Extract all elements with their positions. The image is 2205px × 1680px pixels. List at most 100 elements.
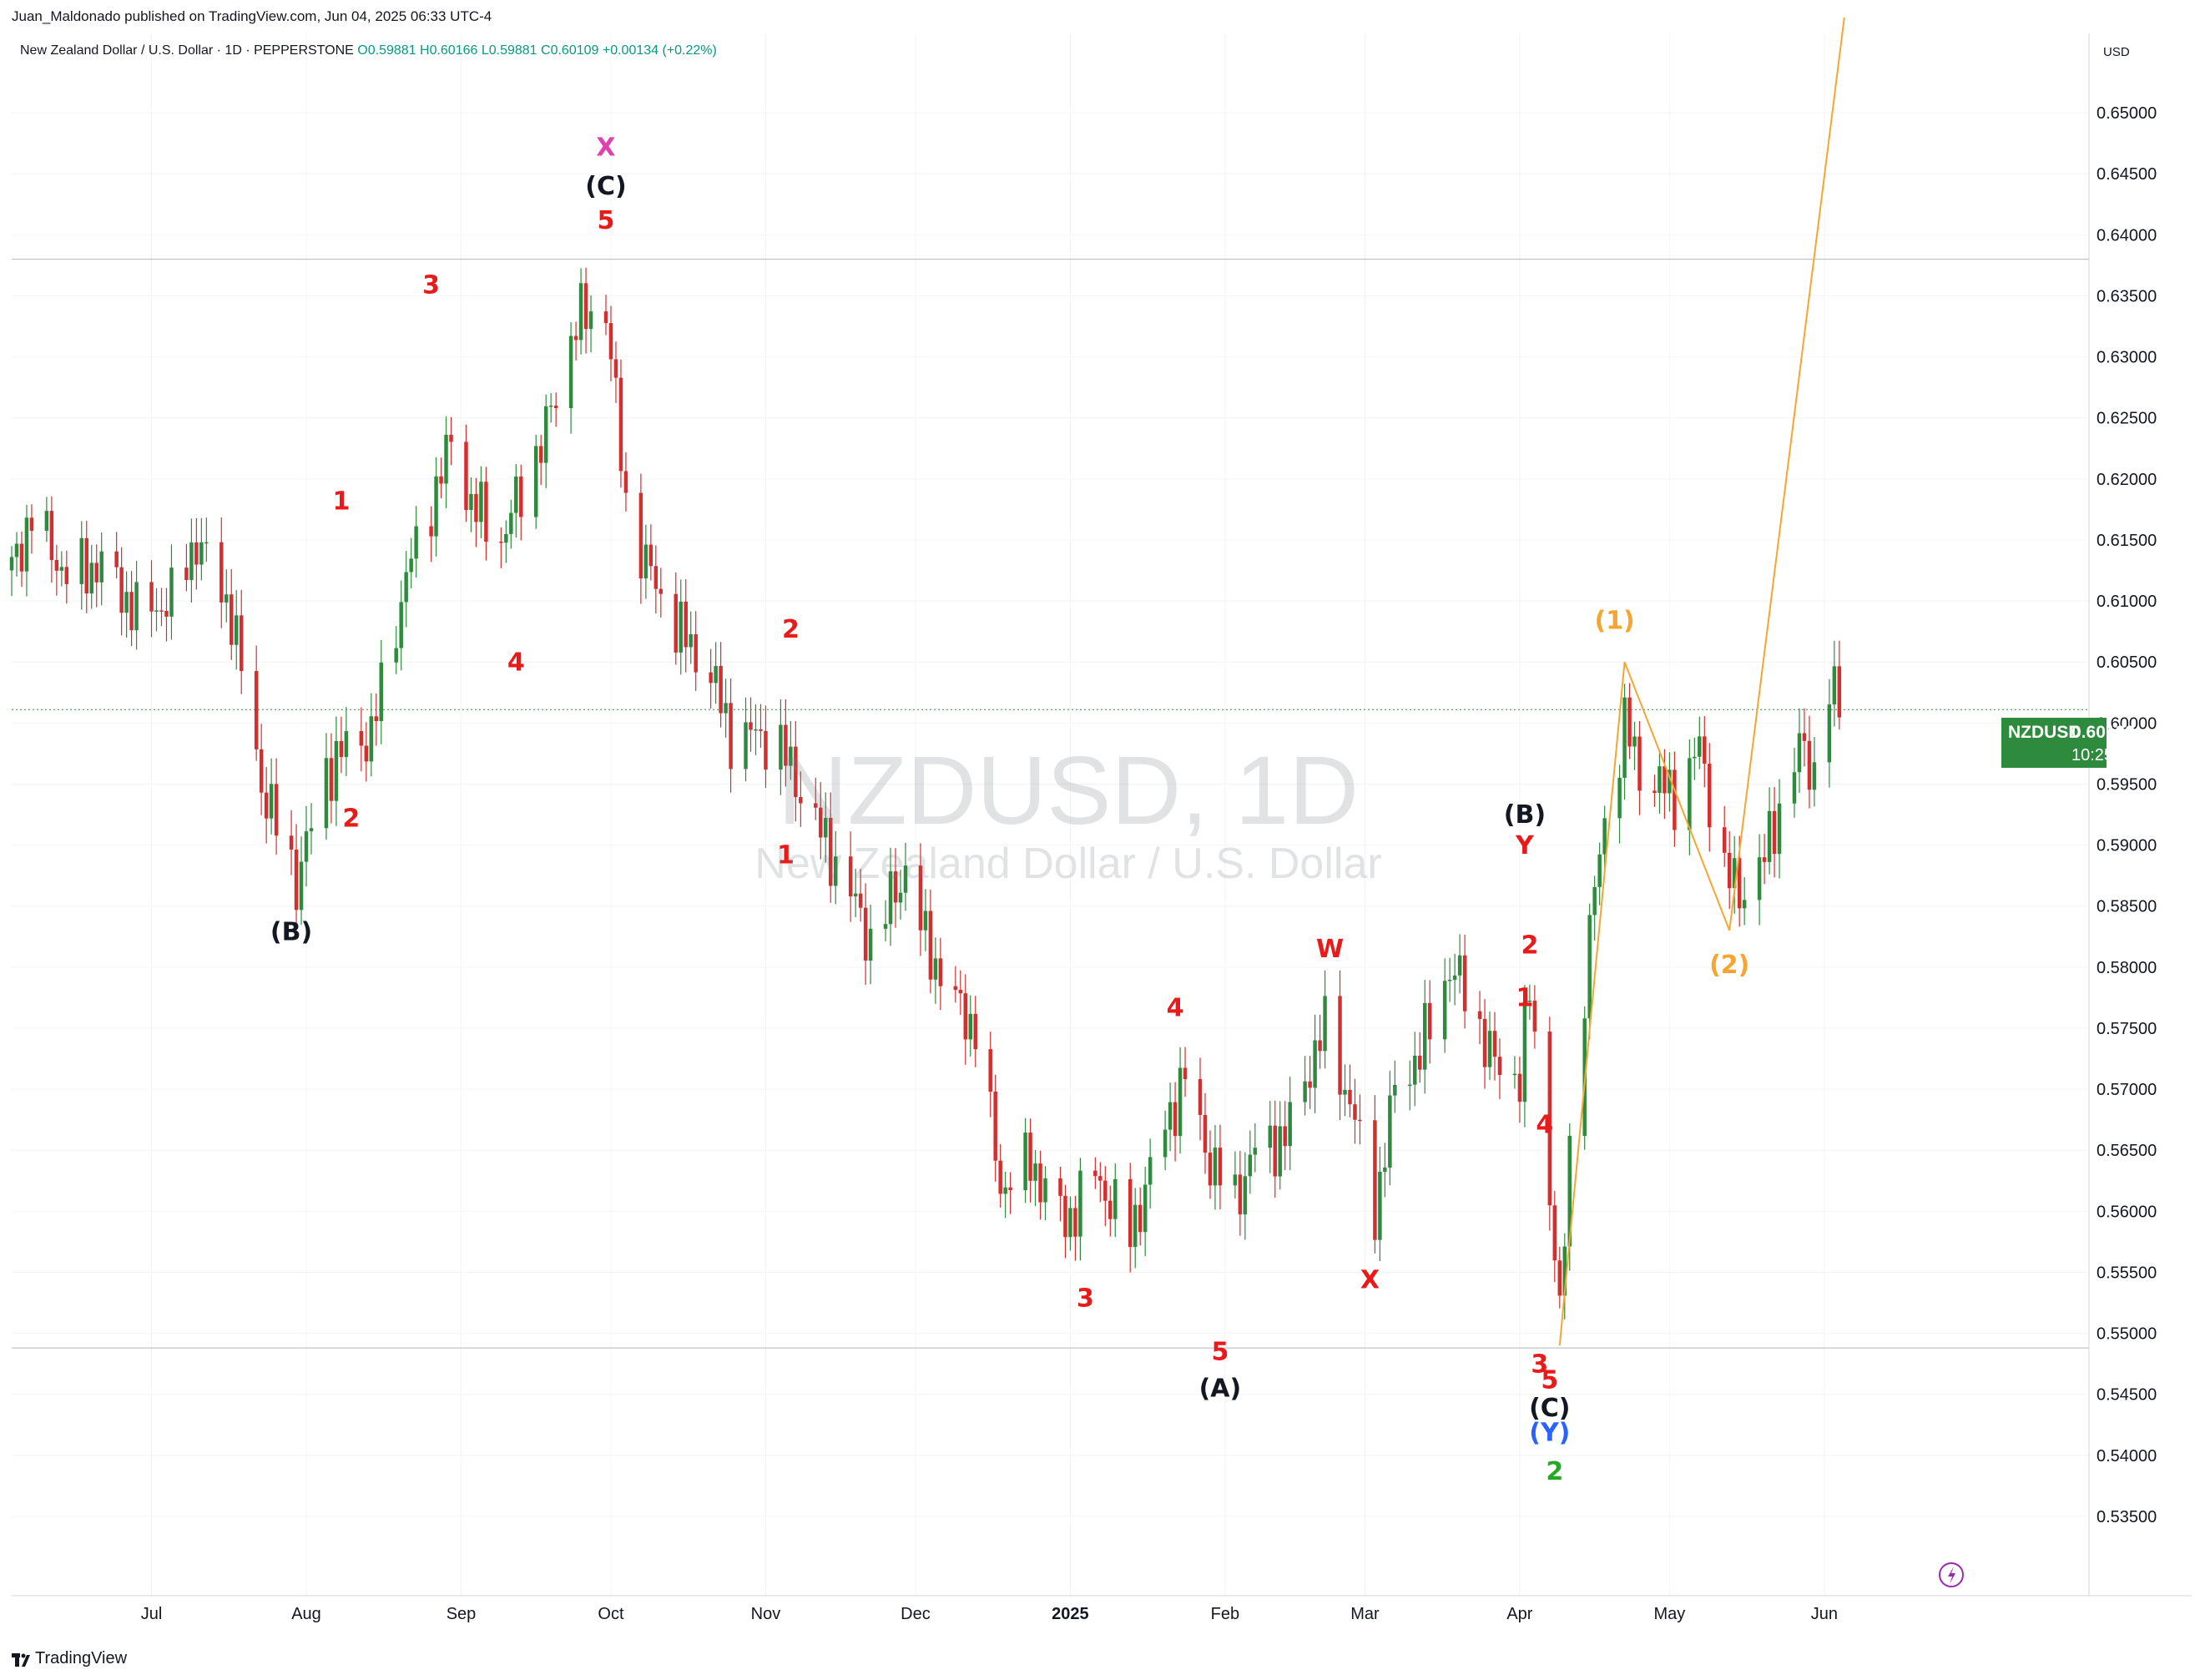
y-tick-label: 0.59500	[2097, 775, 2157, 794]
candle-body	[1028, 1133, 1032, 1181]
candle-body	[259, 749, 264, 793]
candle-body	[1837, 666, 1842, 718]
candle-body	[533, 446, 538, 517]
candle-body	[744, 722, 748, 769]
candle-body	[1617, 777, 1622, 819]
candle-body	[1198, 1079, 1203, 1115]
candle-body	[819, 807, 823, 838]
y-tick-label: 0.60000	[2097, 714, 2157, 733]
x-tick-label: Jul	[141, 1605, 163, 1623]
candle-body	[1348, 1089, 1352, 1105]
candle-body	[374, 716, 379, 722]
candle-body	[1597, 854, 1602, 887]
alert-icon[interactable]	[1939, 1562, 1964, 1587]
candle-body	[1637, 736, 1642, 791]
candle-body	[1792, 772, 1797, 804]
candle-body	[853, 893, 858, 897]
candle-body	[1103, 1180, 1108, 1201]
candle-body	[729, 703, 733, 769]
x-tick-label: Oct	[598, 1605, 624, 1623]
candle-body	[824, 817, 828, 838]
x-tick-label: Jun	[1811, 1605, 1838, 1623]
y-tick-label: 0.60500	[2097, 653, 2157, 672]
candle-body	[1108, 1200, 1113, 1219]
candle-body	[903, 865, 908, 893]
candle-body	[299, 861, 304, 911]
tradingview-brand[interactable]: TradingView	[12, 1649, 127, 1668]
candle-body	[814, 803, 818, 808]
candle-body	[638, 492, 643, 578]
candle-body	[923, 911, 928, 931]
candle-body	[828, 817, 833, 886]
wave-label: 5	[1541, 1365, 1558, 1395]
tag-price: 0.60109	[2071, 723, 2135, 742]
candle-body	[613, 359, 618, 378]
candle-body	[1208, 1153, 1213, 1186]
candle-body	[749, 722, 753, 730]
candle-body	[1587, 915, 1592, 1019]
candle-body	[254, 671, 259, 749]
candle-body	[1767, 810, 1772, 862]
symbol-info[interactable]: New Zealand Dollar / U.S. Dollar · 1D · …	[20, 43, 717, 58]
candle-body	[239, 615, 244, 672]
candle-body	[1038, 1163, 1042, 1203]
candle-body	[474, 493, 478, 522]
candle-body	[404, 572, 408, 603]
candle-body	[274, 784, 279, 836]
candle-body	[264, 792, 269, 819]
candle-body	[234, 615, 239, 645]
candle-body	[1058, 1178, 1062, 1196]
candle-body	[933, 958, 938, 980]
candle-body	[953, 986, 958, 991]
candle-body	[339, 740, 344, 758]
candle-body	[1033, 1163, 1037, 1181]
candle-body	[134, 582, 139, 631]
candle-body	[1442, 981, 1447, 1040]
candle-body	[294, 849, 299, 911]
candle-body	[114, 551, 119, 568]
wave-label: (1)	[1594, 607, 1634, 636]
candle-body	[603, 311, 608, 324]
candle-body	[159, 610, 164, 612]
wave-label: W	[1316, 935, 1344, 964]
candle-body	[19, 543, 24, 572]
candle-body	[1138, 1204, 1143, 1233]
candle-body	[434, 476, 438, 537]
candle-body	[1168, 1102, 1173, 1130]
wave-label: 4	[507, 648, 525, 677]
wave-labels: X(C)53142(B)21435(A)WX(B)Y21435(C)(Y)2(1…	[270, 133, 1749, 1486]
candle-body	[573, 335, 578, 341]
candle-body	[863, 907, 868, 961]
candle-body	[1802, 733, 1807, 741]
candle-body	[309, 828, 314, 832]
y-tick-label: 0.53500	[2097, 1508, 2157, 1526]
watermark-ticker: NZDUSD, 1D	[777, 736, 1360, 845]
candle-body	[444, 434, 448, 484]
candle-body	[968, 1013, 973, 1040]
last-price-tag: NZDUSD 0.60109 10:25:52	[2001, 718, 2137, 768]
candle-body	[1592, 886, 1597, 916]
candle-body	[1218, 1148, 1223, 1186]
candle-body	[868, 928, 873, 961]
candle-body	[928, 911, 933, 980]
candle-body	[1567, 1136, 1572, 1247]
x-tick-label: Mar	[1350, 1605, 1380, 1623]
candle-body	[938, 958, 943, 986]
wave-label: (2)	[1709, 951, 1749, 980]
wave-label: 2	[782, 615, 800, 644]
candle-body	[1663, 766, 1667, 794]
candle-body	[54, 560, 59, 571]
candle-body	[1353, 1104, 1357, 1120]
wave-label: 4	[1167, 993, 1184, 1022]
y-tick-label: 0.55000	[2097, 1325, 2157, 1344]
candle-body	[414, 526, 418, 559]
candle-body	[789, 746, 793, 766]
candle-body	[519, 477, 523, 517]
candle-body	[219, 542, 224, 603]
candle-body	[623, 471, 628, 493]
candle-body	[1562, 1246, 1567, 1296]
candle-body	[608, 323, 613, 360]
brand-label: TradingView	[35, 1649, 128, 1667]
candle-body	[779, 724, 783, 770]
